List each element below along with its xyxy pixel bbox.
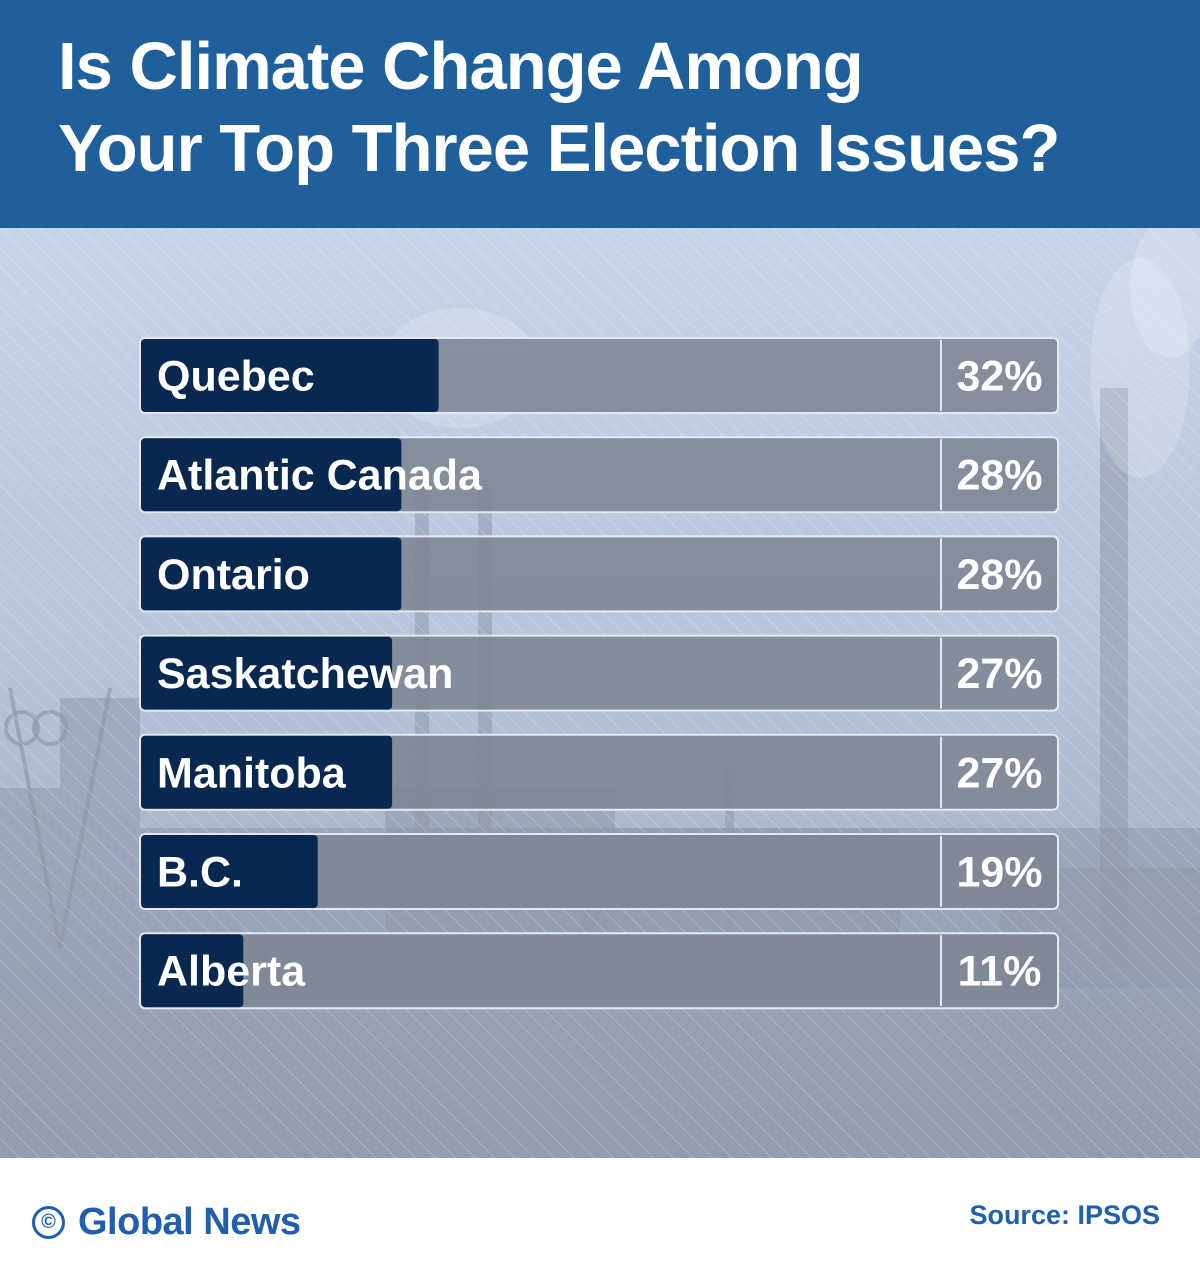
title-line-2: Your Top Three Election Issues? (58, 111, 1060, 186)
header-banner: Is Climate Change Among Your Top Three E… (0, 0, 1200, 228)
bar (141, 735, 393, 809)
value-label: 27% (956, 749, 1042, 797)
bar-row: Quebec 32% (139, 337, 1059, 414)
bar (141, 636, 393, 710)
bar-row: Alberta 11% (139, 932, 1059, 1010)
value-label: 27% (956, 650, 1042, 698)
bar-row: Saskatchewan 27% (139, 634, 1059, 712)
value-label: 11% (958, 948, 1042, 996)
bar-row: Ontario 28% (139, 535, 1059, 613)
bar (141, 438, 402, 512)
bar-track (139, 833, 1059, 910)
brand-logo: © Global News (32, 1196, 301, 1248)
category-label: B.C. (157, 849, 243, 897)
category-label: Quebec (157, 353, 315, 401)
bar (141, 934, 244, 1008)
bar-chart: Quebec 32% Atlantic Canada 28% Ontario 28% Sas… (139, 337, 1059, 1010)
bar (141, 835, 318, 908)
category-label: Ontario (157, 551, 310, 599)
bar-row: Manitoba 27% (139, 733, 1059, 811)
category-label: Atlantic Canada (157, 452, 483, 500)
chart-area: Quebec 32% Atlantic Canada 28% Ontario 28% Sas… (0, 228, 1200, 1158)
category-label: Saskatchewan (157, 650, 453, 698)
page-title: Is Climate Change Among Your Top Three E… (58, 26, 1178, 190)
brand-name: Global News (78, 1200, 301, 1243)
value-label: 28% (956, 452, 1042, 500)
bar (141, 339, 439, 412)
bar (141, 537, 402, 611)
bar-row: Atlantic Canada 28% (139, 436, 1059, 514)
bar-track (139, 932, 1059, 1010)
category-label: Alberta (157, 948, 306, 996)
source-credit: Source: IPSOS (969, 1200, 1160, 1230)
copyright-icon: © (32, 1205, 65, 1239)
title-line-1: Is Climate Change Among (58, 29, 864, 104)
value-label: 28% (956, 551, 1042, 599)
bar-row: B.C. 19% (139, 833, 1059, 910)
footer (0, 1158, 1200, 1270)
value-label: 32% (956, 353, 1042, 401)
value-label: 19% (956, 849, 1042, 897)
category-label: Manitoba (157, 749, 347, 797)
